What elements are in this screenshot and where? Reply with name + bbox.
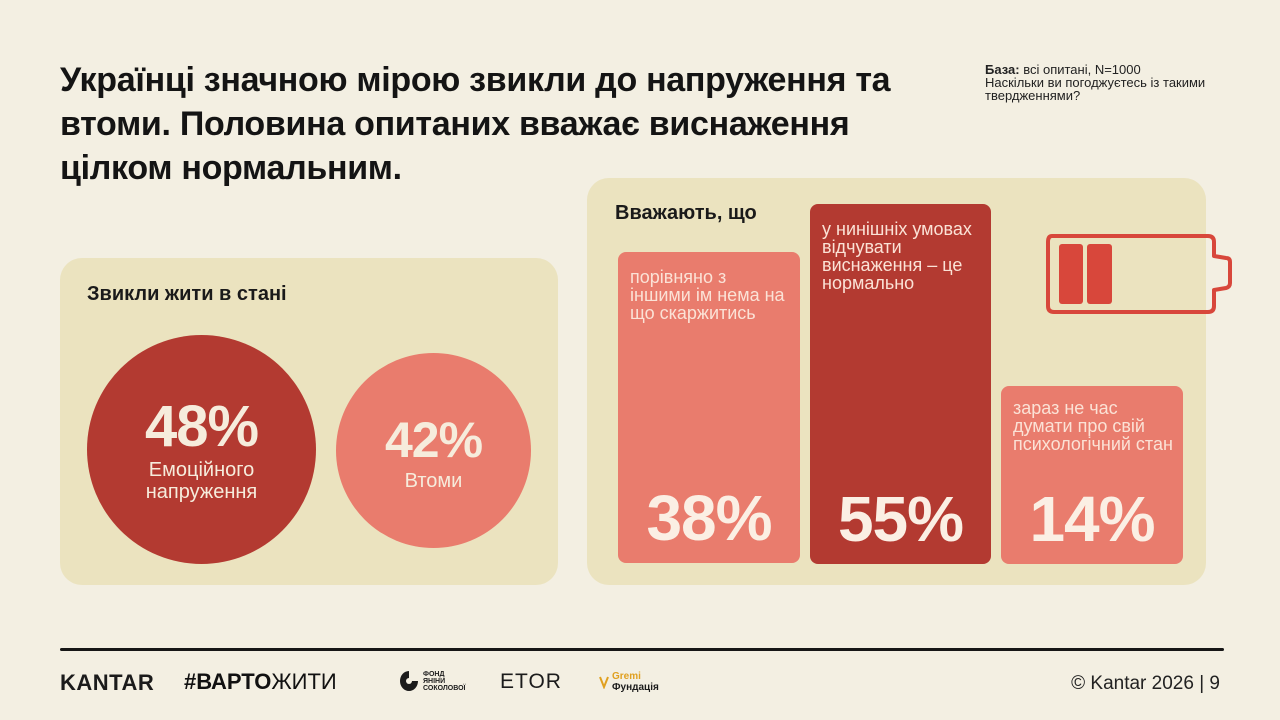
fund-mark-icon [400,671,418,691]
varto-text: #ВАРТО [184,669,272,694]
footer-divider [60,648,1224,651]
bar-no-time-psych: зараз не час думати про свій психологічн… [1001,386,1183,564]
bar-value: 38% [646,482,772,554]
base-note: База: всі опитані, N=1000 Наскільки ви п… [985,63,1215,102]
bar-label: порівняно з іншими ім нема на що скаржит… [630,267,785,323]
circle-value: 48% [144,393,259,459]
circle-fatigue: 42% Втоми [336,353,531,548]
base-label-text: База: [985,62,1020,77]
gremi-fund-logo: Gremi Фундація [599,671,659,693]
kantar-logo: KANTAR [60,670,155,695]
question-text: Наскільки ви погоджуєтесь із такими твер… [985,75,1206,103]
circle-label: Втоми [404,469,463,492]
fund-line2: ЯНІНИ [423,677,446,685]
sokolova-fund-logo: ФОНД ЯНІНИ СОКОЛОВОЇ [399,670,465,692]
circle-value: 42% [384,411,483,468]
bar-value: 55% [837,483,964,555]
right-panel: Вважають, що порівняно з іншими ім нема … [587,178,1232,585]
copyright-text: © Kantar 2026 | 9 [1071,673,1220,694]
base-text: всі опитані, N=1000 [1019,62,1141,77]
base-label: База: всі опитані, N=1000 [985,62,1141,77]
gremi-line2: Фундація [612,682,659,693]
page-title: Українці значною мірою звикли до напруже… [60,61,891,187]
bar-label: у нинішніх умовах відчувати виснаження –… [822,219,972,293]
circle-label: Емоційного напруження [145,458,258,503]
bar-no-complaints: порівняно з іншими ім нема на що скаржит… [618,252,800,563]
fund-line1: ФОНД [423,670,445,678]
bar-value: 14% [1029,483,1155,555]
left-panel: Звикли жити в стані 48% Емоційного напру… [60,258,558,585]
circle-emotional-stress: 48% Емоційного напруження [87,335,316,564]
gremi-mark-icon [599,676,609,689]
varto-zhyty-logo: #ВАРТОЖИТИ [184,669,337,695]
bar-exhaustion-normal: у нинішніх умовах відчувати виснаження –… [810,204,991,564]
etor-logo: ETOR [500,670,562,693]
left-panel-title: Звикли жити в стані [87,283,287,305]
fund-line3: СОКОЛОВОЇ [423,684,466,692]
zhyty-text: ЖИТИ [271,669,337,694]
gremi-line1: Gremi [612,671,641,682]
right-panel-title: Вважають, що [615,202,757,224]
battery-low-icon [1046,234,1232,314]
bar-label: зараз не час думати про свій психологічн… [1013,398,1173,454]
